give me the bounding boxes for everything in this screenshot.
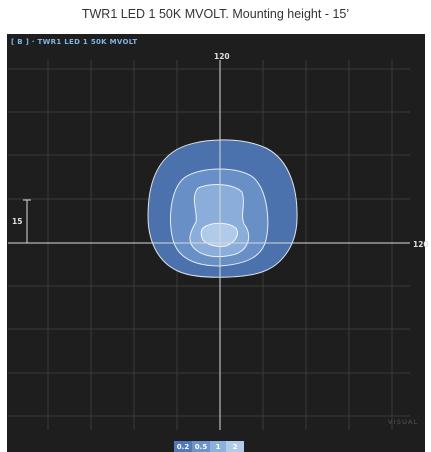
isofootcandle-contours <box>147 139 298 278</box>
plot-caption: [ B ] · TWR1 LED 1 50K MVOLT <box>11 38 138 46</box>
grid-lines <box>8 60 410 430</box>
scale-label: 15 <box>12 217 23 226</box>
legend: 0.2 0.5 1 2 <box>174 441 244 452</box>
legend-item-0.2: 0.2 <box>174 441 192 452</box>
scale-bar <box>23 199 31 244</box>
watermark: VISUAL <box>388 418 419 426</box>
legend-item-0.5: 0.5 <box>192 441 210 452</box>
legend-item-2: 2 <box>226 441 244 452</box>
legend-item-1: 1 <box>210 441 226 452</box>
page-title: TWR1 LED 1 50K MVOLT. Mounting height - … <box>81 7 350 21</box>
right-axis-label: 120 <box>413 240 429 249</box>
contour-2 <box>200 222 239 247</box>
top-axis-label: 120 <box>214 52 230 61</box>
